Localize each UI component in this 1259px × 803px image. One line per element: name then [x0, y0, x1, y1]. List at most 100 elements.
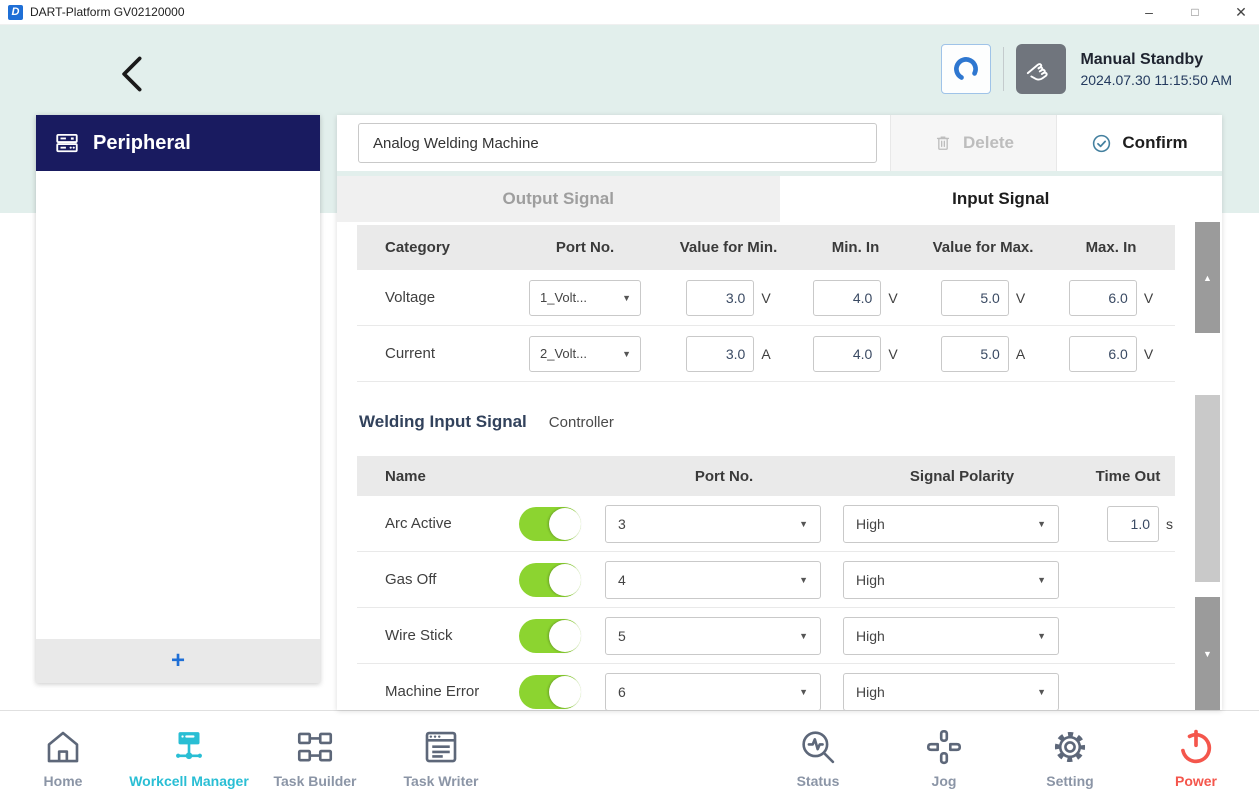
section-title: Welding Input Signal: [359, 412, 527, 431]
app-region: Manual Standby 2024.07.30 11:15:50 AM Pe…: [0, 25, 1259, 710]
value-for-min-group: V: [665, 279, 792, 316]
gas-off-toggle[interactable]: [519, 562, 581, 597]
col-signal-polarity: Signal Polarity: [909, 467, 1015, 485]
setting-icon: [1054, 731, 1086, 762]
voltage-port-dropdown[interactable]: 1_Volt... ▼: [529, 279, 641, 316]
wire-stick-port-dropdown[interactable]: 5 ▼: [605, 616, 821, 655]
nav-right-group: Status Jog Setting: [755, 726, 1259, 789]
peripheral-name-input[interactable]: [358, 123, 877, 163]
min-in-group: V: [792, 279, 919, 316]
max-in-group: V: [1047, 279, 1175, 316]
col-time-out: Time Out: [1095, 467, 1161, 485]
tab-input-signal[interactable]: Input Signal: [779, 176, 1222, 222]
col-port-no: Port No.: [555, 239, 615, 256]
voltage-value-min-input[interactable]: [686, 279, 755, 316]
caret-down-icon: ▼: [622, 292, 631, 303]
row-label: Wire Stick: [385, 627, 453, 644]
signal-row-arc-active: Arc Active 3 ▼ High ▼ s: [357, 496, 1175, 552]
caret-down-icon: ▼: [1037, 686, 1046, 697]
nav-label: Task Builder: [273, 772, 357, 789]
minimize-button[interactable]: –: [1145, 4, 1153, 20]
caret-down-icon: ▼: [799, 518, 808, 529]
arc-active-port-dropdown[interactable]: 3 ▼: [605, 504, 821, 543]
gas-off-polarity-dropdown[interactable]: High ▼: [843, 560, 1059, 599]
machine-error-toggle[interactable]: [519, 674, 581, 709]
voltage-max-in-input[interactable]: [1068, 279, 1137, 316]
machine-error-polarity-dropdown[interactable]: High ▼: [843, 672, 1059, 710]
machine-error-port-dropdown[interactable]: 6 ▼: [605, 672, 821, 710]
nav-left-group: Home Workcell Manager: [0, 726, 504, 789]
voltage-value-max-input[interactable]: [940, 279, 1009, 316]
input-signal-panel: Category Port No. Value for Min. Min. In…: [337, 222, 1222, 710]
nav-item-jog[interactable]: Jog: [881, 726, 1007, 789]
hand-guide-icon: [1027, 63, 1049, 81]
robot-icon: [954, 57, 979, 81]
check-circle-icon: [1093, 134, 1111, 152]
status-icon: [802, 730, 835, 763]
jog-icon: [926, 729, 962, 764]
row-label: Gas Off: [385, 571, 437, 588]
back-button[interactable]: [112, 52, 156, 98]
gas-off-port-dropdown[interactable]: 4 ▼: [605, 560, 821, 599]
voltage-min-in-input[interactable]: [813, 279, 882, 316]
row-label: Arc Active: [385, 515, 452, 532]
nav-item-home[interactable]: Home: [0, 726, 126, 789]
manual-mode-button[interactable]: [1016, 44, 1067, 94]
scrollbar-thumb[interactable]: [1195, 395, 1220, 582]
close-button[interactable]: ✕: [1235, 3, 1247, 20]
app-logo-icon: D: [8, 4, 23, 20]
unit-label: V: [1143, 289, 1154, 306]
maximize-button[interactable]: □: [1191, 5, 1199, 19]
current-max-in-input[interactable]: [1068, 335, 1137, 372]
signal-tabs: Output Signal Input Signal: [337, 176, 1222, 222]
status-divider: [1003, 47, 1005, 91]
current-value-min-input[interactable]: [686, 335, 755, 372]
unit-label: V: [1015, 289, 1026, 306]
nav-item-status[interactable]: Status: [755, 726, 881, 789]
toggle-knob: [549, 563, 581, 596]
dropdown-value: High: [856, 571, 885, 588]
home-icon: [47, 731, 79, 762]
nav-item-task-builder[interactable]: Task Builder: [252, 726, 378, 789]
scroll-up-button[interactable]: ▲: [1195, 222, 1220, 333]
peripheral-editor: Delete Confirm Output Signal Input Signa…: [337, 115, 1222, 710]
nav-item-workcell-manager[interactable]: Workcell Manager: [126, 726, 252, 789]
col-min-in: Min. In: [831, 239, 880, 256]
tab-output-signal[interactable]: Output Signal: [337, 176, 780, 222]
dropdown-value: High: [856, 627, 885, 644]
wire-stick-polarity-dropdown[interactable]: High ▼: [843, 616, 1059, 655]
sidebar-header: Peripheral: [36, 115, 320, 171]
dropdown-value: 2_Volt...: [540, 346, 587, 361]
unit-label: V: [1143, 345, 1154, 362]
arc-active-polarity-dropdown[interactable]: High ▼: [843, 504, 1059, 543]
arc-active-toggle[interactable]: [519, 506, 581, 541]
delete-button[interactable]: Delete: [890, 115, 1056, 171]
table-row-current: Current 2_Volt... ▼ A V A: [357, 326, 1175, 382]
trash-icon: [936, 136, 950, 150]
signal-table-header: Name Port No. Signal Polarity Time Out: [357, 456, 1175, 496]
current-port-dropdown[interactable]: 2_Volt... ▼: [529, 335, 641, 372]
nav-item-setting[interactable]: Setting: [1007, 726, 1133, 789]
robot-status-text: Manual Standby 2024.07.30 11:15:50 AM: [1080, 51, 1232, 88]
caret-down-icon: ▼: [1037, 574, 1046, 585]
wire-stick-toggle[interactable]: [519, 618, 581, 653]
nav-item-power[interactable]: Power: [1133, 726, 1259, 789]
current-min-in-input[interactable]: [813, 335, 882, 372]
confirm-button[interactable]: Confirm: [1056, 115, 1222, 171]
workcell-manager-icon: [176, 731, 202, 759]
current-value-max-input[interactable]: [940, 335, 1009, 372]
min-in-group: V: [792, 335, 919, 372]
col-port-no: Port No.: [694, 467, 754, 485]
nav-label: Workcell Manager: [129, 772, 249, 789]
value-for-min-group: A: [665, 335, 792, 372]
timeout-group: s: [1081, 505, 1175, 542]
col-max-in: Max. In: [1085, 239, 1137, 256]
col-value-for-max: Value for Max.: [932, 239, 1034, 256]
nav-label: Status: [796, 772, 840, 789]
nav-item-task-writer[interactable]: Task Writer: [378, 726, 504, 789]
arc-active-timeout-input[interactable]: [1107, 505, 1159, 542]
caret-down-icon: ▼: [799, 686, 808, 697]
add-peripheral-button[interactable]: +: [36, 639, 320, 683]
scroll-down-button[interactable]: ▼: [1195, 597, 1220, 710]
robot-state-button[interactable]: [941, 44, 992, 94]
